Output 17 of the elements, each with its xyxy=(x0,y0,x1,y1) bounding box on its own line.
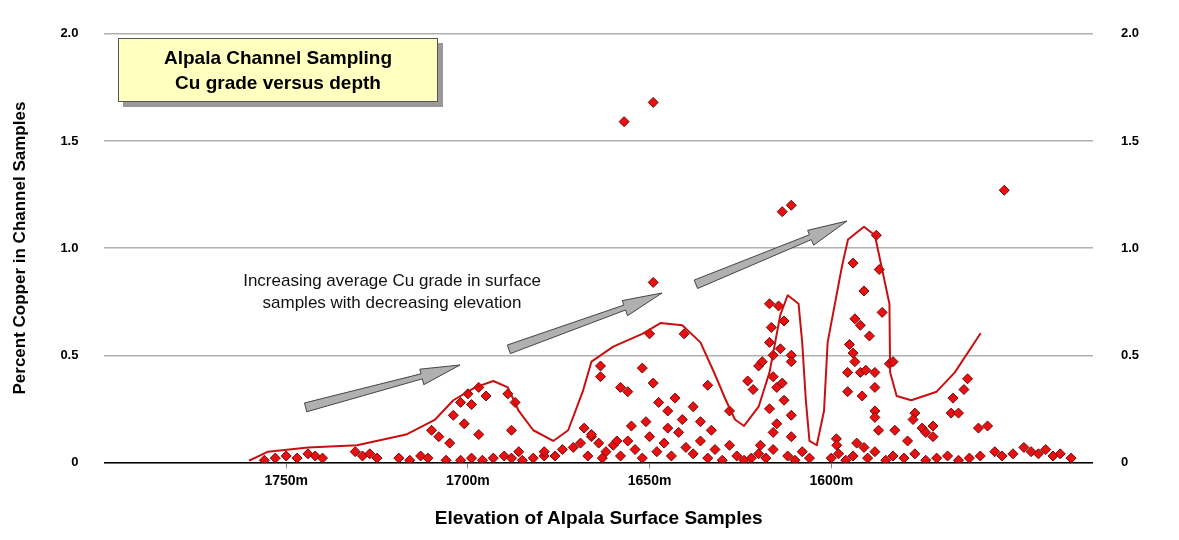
y-tick-label: 2.0 xyxy=(60,25,79,41)
y-axis-title: Percent Copper in Channel Samples xyxy=(9,101,29,395)
y-tick-label: 1.0 xyxy=(60,239,79,255)
y2-tick-label: 2.0 xyxy=(1120,25,1140,41)
y2-tick-label: 0 xyxy=(1120,453,1129,469)
y-tick-label: 0 xyxy=(71,453,79,469)
x-tick-label: 1750m xyxy=(264,471,308,488)
y-tick-label: 0.5 xyxy=(60,346,79,362)
y2-tick-label: 0.5 xyxy=(1120,346,1140,362)
x-tick-label: 1650m xyxy=(627,471,672,488)
annotation: Increasing average Cu grade in surface samples with decreasing elevation xyxy=(242,270,542,314)
x-tick-label: 1700m xyxy=(446,471,490,488)
x-tick-label: 1600m xyxy=(809,471,854,488)
y2-tick-label: 1.5 xyxy=(1120,132,1140,148)
y-tick-label: 1.5 xyxy=(60,132,79,148)
x-axis-title: Elevation of Alpala Surface Samples xyxy=(434,506,763,528)
y2-tick-label: 1.0 xyxy=(1120,239,1140,255)
